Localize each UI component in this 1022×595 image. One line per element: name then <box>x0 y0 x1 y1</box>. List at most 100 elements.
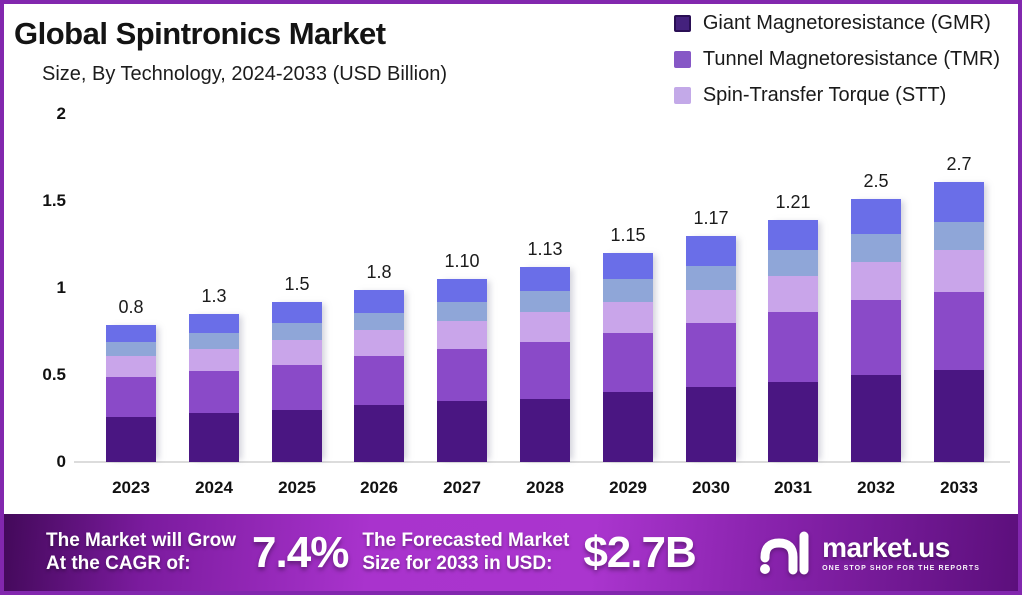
x-tick-label: 2026 <box>360 478 398 497</box>
bar-segment-tunnel-magnetoresistance-tmr- <box>686 322 736 388</box>
bar-segment-unlabeled-segment-periwinkle <box>768 220 818 250</box>
bar-segment-tunnel-magnetoresistance-tmr- <box>272 364 322 410</box>
bar-segment-tunnel-magnetoresistance-tmr- <box>520 341 570 400</box>
bar-segment-unlabeled-segment-periwinkle <box>272 302 322 323</box>
bar-value-label: 1.8 <box>366 262 392 282</box>
bar-segment-spin-transfer-torque-stt- <box>603 301 653 334</box>
bar-segment-giant-magnetoresistance-gmr- <box>768 381 818 462</box>
bar-segment-unlabeled-segment-blue-gray <box>686 265 736 290</box>
bar-segment-spin-transfer-torque-stt- <box>851 261 901 300</box>
bar-segment-unlabeled-segment-blue-gray <box>437 301 487 321</box>
bar-segment-giant-magnetoresistance-gmr- <box>851 374 901 462</box>
x-tick-label: 2029 <box>609 478 647 497</box>
bar-value-label: 2.7 <box>946 154 972 174</box>
bar-group-2023 <box>106 325 156 462</box>
cagr-label: The Market will Grow At the CAGR of: <box>46 529 237 574</box>
market-us-logo: market.us ONE STOP SHOP FOR THE REPORTS <box>758 530 980 576</box>
bar-value-label: 2.5 <box>863 171 889 191</box>
bar-segment-unlabeled-segment-periwinkle <box>603 253 653 280</box>
y-tick-label: 0 <box>56 452 66 471</box>
bar-segment-spin-transfer-torque-stt- <box>106 356 156 378</box>
x-axis-line <box>74 461 1010 463</box>
chart-area: 0 0.5 1 1.5 2 0.8 2023 1.3 2024 1.5 2025 1.8 2026 1.1… <box>4 4 1018 591</box>
bar-segment-tunnel-magnetoresistance-tmr- <box>768 312 818 382</box>
chart-legend: Giant Magnetoresistance (GMR) Tunnel Mag… <box>673 12 1000 107</box>
legend-item-tmr: Tunnel Magnetoresistance (TMR) <box>673 48 1000 71</box>
page-title: Global Spintronics Market <box>14 16 386 51</box>
legend-item-gmr: Giant Magnetoresistance (GMR) <box>673 12 1000 35</box>
bar-group-2031 <box>768 220 818 462</box>
bar-value-label: 1.21 <box>775 192 811 212</box>
bar-segment-unlabeled-segment-periwinkle <box>354 290 404 313</box>
legend-swatch-tmr-icon <box>673 51 691 68</box>
bar-group-2032 <box>851 199 901 462</box>
bar-segment-unlabeled-segment-blue-gray <box>189 333 239 349</box>
bottom-banner: The Market will Grow At the CAGR of: 7.4… <box>4 514 1018 591</box>
bar-segment-spin-transfer-torque-stt- <box>768 275 818 313</box>
y-tick-label: 2 <box>56 104 66 123</box>
bar-group-2026 <box>354 290 404 462</box>
logo-tagline: ONE STOP SHOP FOR THE REPORTS <box>822 564 980 572</box>
bar-group-2024 <box>189 314 239 462</box>
bar-segment-giant-magnetoresistance-gmr- <box>603 392 653 462</box>
bar-segment-tunnel-magnetoresistance-tmr- <box>934 291 984 370</box>
bar-group-2029 <box>603 253 653 462</box>
x-tick-label: 2027 <box>443 478 481 497</box>
bar-segment-spin-transfer-torque-stt- <box>934 249 984 292</box>
bar-segment-unlabeled-segment-blue-gray <box>851 233 901 262</box>
bar-segment-giant-magnetoresistance-gmr- <box>686 387 736 462</box>
bar-segment-spin-transfer-torque-stt- <box>189 348 239 372</box>
bar-segment-tunnel-magnetoresistance-tmr- <box>437 348 487 401</box>
bar-value-label: 1.10 <box>444 251 480 271</box>
bar-group-2028 <box>520 267 570 462</box>
bar-segment-tunnel-magnetoresistance-tmr- <box>851 299 901 375</box>
bar-value-label: 1.17 <box>693 208 729 228</box>
bar-segment-unlabeled-segment-blue-gray <box>603 279 653 302</box>
forecast-label: The Forecasted Market Size for 2033 in U… <box>362 529 570 574</box>
x-tick-label: 2025 <box>278 478 316 497</box>
bar-segment-unlabeled-segment-blue-gray <box>768 249 818 276</box>
market-us-logo-icon <box>760 531 809 574</box>
x-tick-label: 2033 <box>940 478 978 497</box>
legend-label-gmr: Giant Magnetoresistance (GMR) <box>702 12 991 34</box>
y-tick-label: 1.5 <box>42 191 66 210</box>
legend-swatch-stt-icon <box>673 87 691 104</box>
bar-segment-giant-magnetoresistance-gmr- <box>520 399 570 462</box>
y-tick-label: 1 <box>56 278 66 297</box>
cagr-value: 7.4% <box>252 527 349 577</box>
bar-segment-unlabeled-segment-periwinkle <box>520 267 570 292</box>
bar-segment-giant-magnetoresistance-gmr- <box>106 416 156 462</box>
legend-item-stt: Spin-Transfer Torque (STT) <box>673 84 1000 107</box>
x-tick-label: 2023 <box>112 478 150 497</box>
bar-segment-spin-transfer-torque-stt- <box>272 340 322 365</box>
y-tick-label: 0.5 <box>42 365 66 384</box>
x-tick-label: 2028 <box>526 478 564 497</box>
bar-segment-tunnel-magnetoresistance-tmr- <box>354 356 404 405</box>
bar-value-label: 1.15 <box>610 225 646 245</box>
bar-group-2030 <box>686 236 736 462</box>
bar-segment-tunnel-magnetoresistance-tmr- <box>603 333 653 393</box>
bar-segment-unlabeled-segment-blue-gray <box>934 222 984 250</box>
bar-segment-unlabeled-segment-blue-gray <box>272 322 322 341</box>
bar-segment-unlabeled-segment-periwinkle <box>437 279 487 302</box>
legend-swatch-gmr-icon <box>673 15 691 32</box>
bar-segment-unlabeled-segment-periwinkle <box>934 182 984 222</box>
bar-group-2025 <box>272 302 322 463</box>
bar-segment-unlabeled-segment-blue-gray <box>106 342 156 357</box>
bar-segment-unlabeled-segment-blue-gray <box>520 291 570 313</box>
bar-segment-spin-transfer-torque-stt- <box>437 320 487 349</box>
x-tick-label: 2032 <box>857 478 895 497</box>
bar-segment-unlabeled-segment-periwinkle <box>686 236 736 266</box>
bar-segment-spin-transfer-torque-stt- <box>686 289 736 323</box>
page-subtitle: Size, By Technology, 2024-2033 (USD Bill… <box>42 63 448 85</box>
bar-group-2033 <box>934 182 984 462</box>
legend-label-tmr: Tunnel Magnetoresistance (TMR) <box>702 48 1000 70</box>
bar-segment-giant-magnetoresistance-gmr- <box>272 409 322 463</box>
bar-segment-giant-magnetoresistance-gmr- <box>189 413 239 462</box>
bar-value-label: 1.3 <box>201 286 227 306</box>
x-tick-label: 2024 <box>195 478 233 497</box>
bar-segment-giant-magnetoresistance-gmr- <box>934 369 984 462</box>
bar-segment-giant-magnetoresistance-gmr- <box>437 400 487 462</box>
market-us-logo-text: market.us ONE STOP SHOP FOR THE REPORTS <box>822 533 980 572</box>
